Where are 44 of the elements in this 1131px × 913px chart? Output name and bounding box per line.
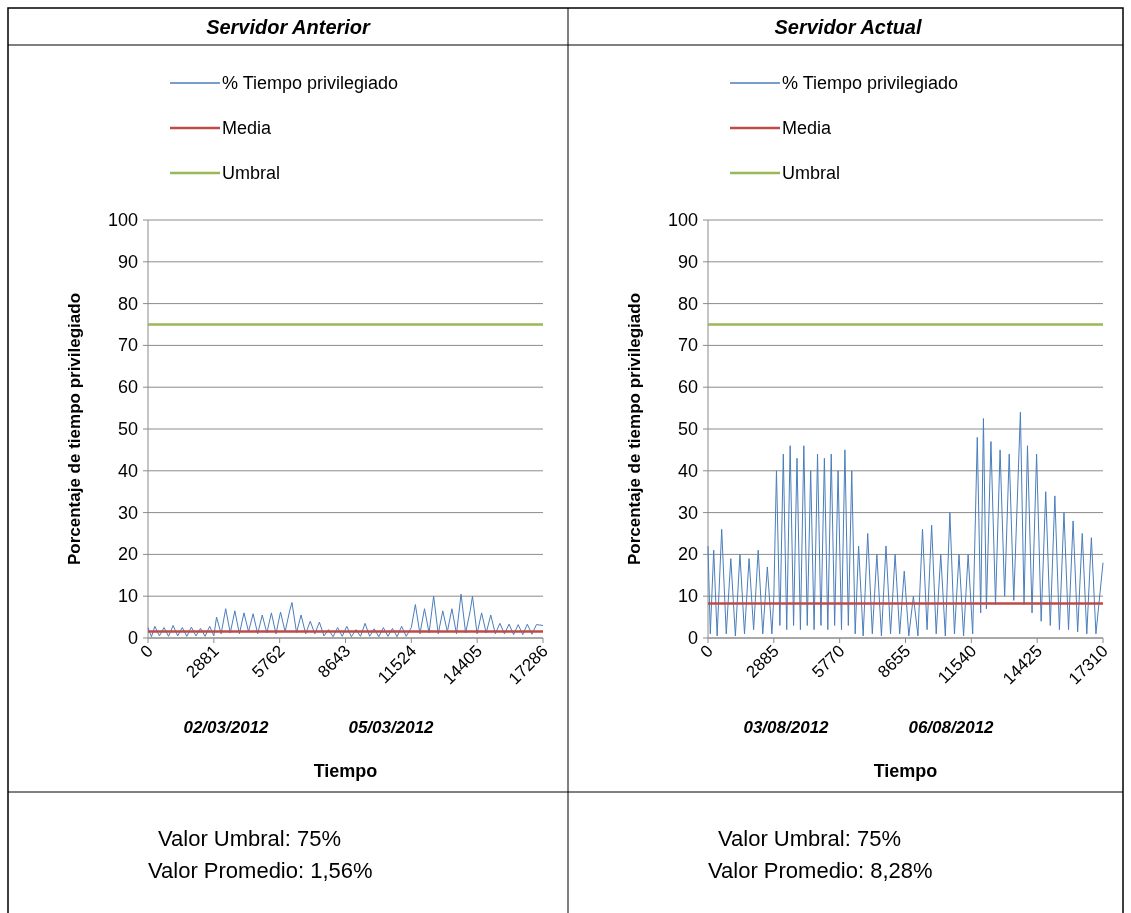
legend-label: Umbral (782, 163, 841, 183)
y-tick-label: 30 (677, 502, 698, 523)
y-tick-label: 0 (127, 628, 138, 648)
y-tick-label: 70 (677, 335, 698, 356)
legend-label: % Tiempo privilegiado (782, 73, 959, 93)
y-tick-label: 0 (687, 628, 698, 648)
y-tick-label: 50 (677, 419, 698, 439)
y-tick-label: 10 (117, 586, 138, 607)
text: Valor Umbral: 75% (718, 826, 901, 851)
y-tick-label: 40 (117, 460, 138, 481)
y-tick-label: 80 (677, 293, 698, 314)
x-tick-label: 0 (136, 641, 157, 662)
legend-label: Media (782, 118, 833, 138)
text: 02/03/2012 (183, 718, 270, 737)
x-axis-title: Tiempo (873, 761, 938, 781)
chart-title: Servidor Anterior (206, 16, 372, 38)
y-tick-label: 70 (117, 335, 138, 356)
x-axis-title: Tiempo (313, 761, 378, 781)
y-tick-label: 50 (117, 419, 138, 439)
text: Valor Umbral: 75% (158, 826, 341, 851)
y-tick-label: 60 (677, 377, 698, 398)
y-tick-label: 30 (117, 502, 138, 523)
text: Valor Promedio: 8,28% (708, 858, 933, 883)
text: 03/08/2012 (743, 718, 830, 737)
text: 05/03/2012 (348, 718, 435, 737)
y-tick-label: 90 (117, 251, 138, 272)
text: 06/08/2012 (908, 718, 995, 737)
y-axis-title: Porcentaje de tiempo privilegiado (65, 292, 84, 566)
y-tick-label: 80 (117, 293, 138, 314)
y-tick-label: 90 (677, 251, 698, 272)
legend-label: % Tiempo privilegiado (222, 73, 399, 93)
y-tick-label: 20 (117, 544, 138, 565)
y-tick-label: 20 (677, 544, 698, 565)
text: Valor Promedio: 1,56% (148, 858, 373, 883)
chart-title: Servidor Actual (774, 16, 922, 38)
y-axis-title: Porcentaje de tiempo privilegiado (625, 292, 644, 566)
x-tick-label: 0 (696, 641, 717, 662)
y-tick-label: 100 (107, 210, 138, 230)
legend-label: Media (222, 118, 273, 138)
legend-label: Umbral (222, 163, 281, 183)
y-tick-label: 40 (677, 460, 698, 481)
y-tick-label: 10 (677, 586, 698, 607)
y-tick-label: 60 (117, 377, 138, 398)
y-tick-label: 100 (667, 210, 698, 230)
